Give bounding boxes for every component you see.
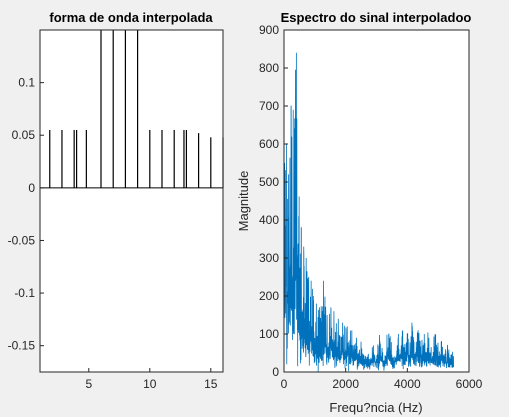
- waveform-y-tick-label: -0.1: [14, 286, 35, 300]
- spectrum-x-tick-label: 2000: [332, 377, 359, 391]
- spectrum-x-tick-label: 6000: [456, 377, 483, 391]
- spectrum-y-axis-label: Magnitude: [236, 171, 251, 232]
- waveform-x-tick-label: 15: [204, 377, 218, 391]
- waveform-y-tick-label: -0.15: [8, 339, 36, 353]
- spectrum-y-tick-label: 100: [259, 327, 279, 341]
- waveform-y-ticks: 0.1 0.05 0 -0.05 -0.1 -0.15: [8, 76, 44, 353]
- spectrum-x-ticks: 0 2000 4000 6000: [281, 368, 483, 391]
- spectrum-y-tick-label: 0: [272, 365, 279, 379]
- spectrum-y-tick-label: 500: [259, 175, 279, 189]
- waveform-plot-area: [40, 30, 223, 372]
- waveform-y-tick-label: -0.05: [8, 233, 36, 247]
- spectrum-x-tick-label: 4000: [394, 377, 421, 391]
- spectrum-y-tick-label: 800: [259, 61, 279, 75]
- waveform-plot-frame: [39, 29, 224, 373]
- waveform-plot: forma de onda interpolada 5 10 15 0.10.050…: [8, 10, 224, 391]
- waveform-x-tick-label: 5: [85, 377, 92, 391]
- waveform-x-tick-label: 10: [143, 377, 157, 391]
- spectrum-x-tick-label: 0: [281, 377, 288, 391]
- spectrum-line: [283, 52, 454, 372]
- waveform-x-ticks: 5 10 15: [85, 368, 218, 391]
- spectrum-y-tick-label: 600: [259, 137, 279, 151]
- spectrum-y-tick-label: 900: [259, 23, 279, 37]
- spectrum-y-tick-label: 400: [259, 213, 279, 227]
- spectrum-plot: Espectro do sinal interpoladoo 0 2000 4000…: [236, 10, 483, 415]
- spectrum-plot-area: [284, 30, 469, 372]
- spectrum-plot-frame: [283, 29, 470, 373]
- spectrum-y-tick-label: 300: [259, 251, 279, 265]
- spectrum-x-axis-label: Frequ?ncia (Hz): [329, 400, 422, 415]
- waveform-y-tick-label: 0: [28, 181, 35, 195]
- spectrum-title: Espectro do sinal interpoladoo: [281, 10, 472, 25]
- waveform-title: forma de onda interpolada: [49, 10, 213, 25]
- spectrum-y-tick-label: 200: [259, 289, 279, 303]
- spectrum-y-ticks: 0 100 200 300 400 500 600 700 800 900: [259, 23, 288, 379]
- waveform-y-tick-label: 0.1: [18, 76, 35, 90]
- spectrum-y-tick-label: 700: [259, 99, 279, 113]
- waveform-y-tick-label: 0.05: [12, 128, 36, 142]
